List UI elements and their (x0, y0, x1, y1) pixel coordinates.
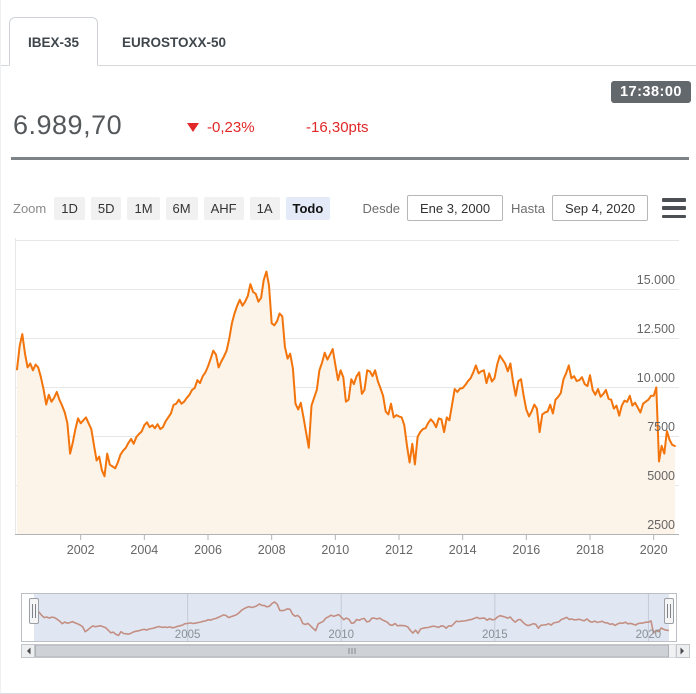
svg-text:2500: 2500 (647, 518, 675, 532)
header-separator (11, 157, 689, 160)
to-date-input[interactable] (552, 195, 648, 221)
svg-text:2010: 2010 (321, 543, 349, 557)
svg-text:2010: 2010 (328, 629, 354, 641)
navigator-handle-left[interactable] (29, 598, 39, 624)
svg-text:12.500: 12.500 (637, 322, 675, 336)
svg-text:2012: 2012 (385, 543, 413, 557)
quote-time-badge: 17:38:00 (610, 81, 691, 103)
svg-text:5000: 5000 (647, 469, 675, 483)
navigator-handle-right[interactable] (664, 598, 674, 624)
to-label: Hasta (511, 200, 545, 216)
svg-text:2005: 2005 (175, 629, 201, 641)
last-price: 6.989,70 (13, 110, 123, 140)
index-tabs: IBEX-35 EUROSTOXX-50 (1, 0, 696, 66)
change-percent: -0,23% (187, 119, 255, 136)
tab-ibex-35[interactable]: IBEX-35 (9, 17, 99, 66)
svg-text:7500: 7500 (647, 420, 675, 434)
range-button-todo[interactable]: Todo (285, 196, 331, 220)
from-label: Desde (362, 200, 401, 216)
from-date-input[interactable] (407, 195, 504, 221)
svg-text:2015: 2015 (482, 629, 508, 641)
svg-text:2006: 2006 (194, 543, 222, 557)
svg-text:10.000: 10.000 (637, 371, 675, 385)
range-button-1d[interactable]: 1D (54, 196, 85, 220)
range-button-ahf[interactable]: AHF (203, 196, 244, 220)
range-button-1m[interactable]: 1M (127, 196, 160, 220)
svg-text:2002: 2002 (67, 543, 95, 557)
svg-text:2018: 2018 (576, 543, 604, 557)
svg-text:2020: 2020 (636, 629, 662, 641)
svg-text:15.000: 15.000 (637, 273, 675, 287)
chart-menu-icon[interactable] (662, 196, 686, 220)
range-button-5d[interactable]: 5D (90, 196, 122, 220)
range-toolbar: Zoom 1D 5D 1M 6M AHF 1A Todo Desde Hasta (13, 194, 686, 222)
svg-text:2016: 2016 (512, 543, 540, 557)
svg-text:2020: 2020 (640, 543, 668, 557)
svg-text:2014: 2014 (449, 543, 477, 557)
tab-eurostoxx-50[interactable]: EUROSTOXX-50 (122, 35, 227, 50)
change-points: -16,30pts (306, 119, 369, 136)
zoom-label: Zoom (13, 200, 47, 216)
svg-text:2008: 2008 (258, 543, 286, 557)
range-button-1a[interactable]: 1A (249, 196, 280, 220)
svg-text:2004: 2004 (130, 543, 158, 557)
change-percent-value: -0,23% (207, 119, 255, 136)
down-triangle-icon (187, 123, 199, 132)
range-button-6m[interactable]: 6M (165, 196, 198, 220)
